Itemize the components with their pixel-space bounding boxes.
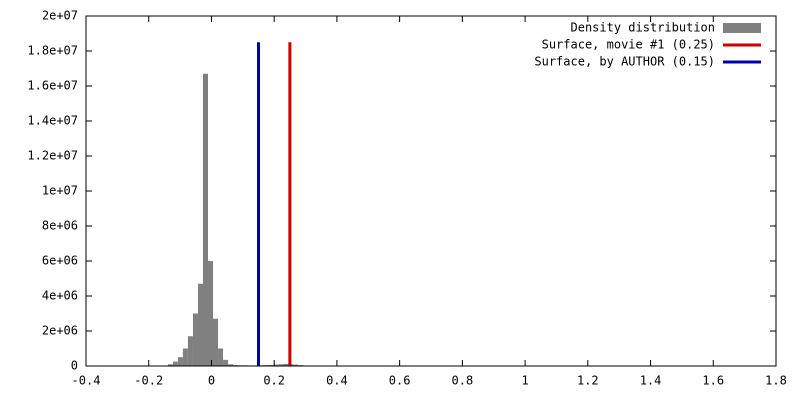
histogram-bar (192, 313, 198, 366)
legend-label: Surface, movie #1 (0.25) (542, 38, 715, 52)
histogram-bar (187, 336, 193, 366)
histogram-bar (197, 283, 203, 366)
histogram-bar (228, 364, 234, 366)
histogram-bar (218, 348, 224, 366)
y-tick-label: 1.6e+07 (27, 79, 78, 93)
x-tick-label: 1.4 (640, 374, 662, 388)
x-tick-label: -0.2 (134, 374, 163, 388)
histogram-bar (182, 348, 188, 366)
histogram-bar (293, 364, 299, 366)
y-tick-label: 1.2e+07 (27, 149, 78, 163)
x-tick-label: 1.6 (702, 374, 724, 388)
x-tick-label: 1.2 (577, 374, 599, 388)
histogram-bar (202, 73, 209, 366)
histogram-bar (213, 318, 219, 366)
x-tick-label: 0.6 (389, 374, 411, 388)
x-tick-label: 0.8 (452, 374, 474, 388)
histogram-bar (273, 364, 279, 366)
histogram-bar (223, 359, 229, 366)
y-tick-label: 2e+06 (42, 324, 78, 338)
legend-label: Surface, by AUTHOR (0.15) (534, 55, 715, 69)
y-tick-label: 1.8e+07 (27, 44, 78, 58)
legend-swatch (723, 23, 761, 33)
x-tick-label: 0.4 (326, 374, 348, 388)
y-tick-label: 1e+07 (42, 184, 78, 198)
x-tick-label: 1 (521, 374, 528, 388)
y-tick-label: 8e+06 (42, 219, 78, 233)
plot-frame (85, 15, 777, 367)
x-tick-label: 1.8 (765, 374, 787, 388)
y-tick-label: 0 (71, 359, 78, 373)
histogram-bar (268, 364, 274, 366)
legend-label: Density distribution (571, 21, 716, 35)
histogram-bar (172, 361, 178, 366)
x-tick-label: -0.4 (72, 374, 101, 388)
y-tick-label: 4e+06 (42, 289, 78, 303)
histogram-bar (177, 357, 183, 366)
histogram-bar (283, 363, 289, 366)
y-tick-label: 6e+06 (42, 254, 78, 268)
histogram-bar (167, 364, 173, 366)
y-tick-label: 1.4e+07 (27, 114, 78, 128)
histogram-bar (208, 261, 214, 366)
histogram-bar (278, 364, 284, 366)
x-tick-label: 0 (208, 374, 215, 388)
x-tick-label: 0.2 (263, 374, 285, 388)
y-tick-label: 2e+07 (42, 9, 78, 23)
